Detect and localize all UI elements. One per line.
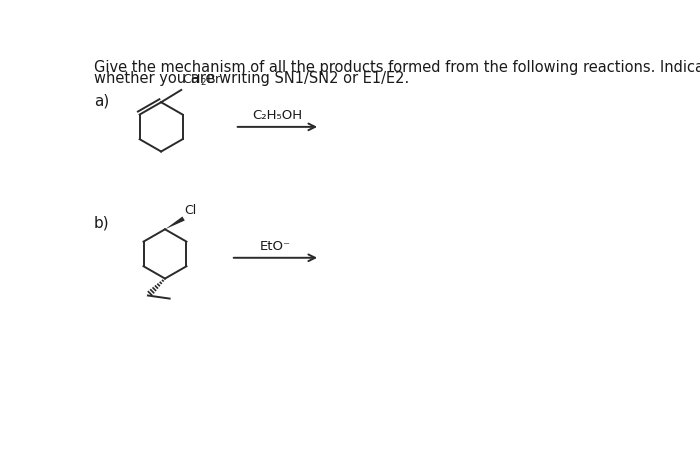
Text: EtO⁻: EtO⁻ <box>260 240 291 253</box>
Text: whether you are writing SN1/SN2 or E1/E2.: whether you are writing SN1/SN2 or E1/E2… <box>94 71 409 85</box>
Text: Cl: Cl <box>184 204 197 217</box>
Polygon shape <box>165 217 185 229</box>
Text: a): a) <box>94 94 109 109</box>
Text: CH$_2$Br: CH$_2$Br <box>182 73 222 88</box>
Text: b): b) <box>94 215 109 230</box>
Text: Give the mechanism of all the products formed from the following reactions. Indi: Give the mechanism of all the products f… <box>94 60 700 75</box>
Text: C₂H₅OH: C₂H₅OH <box>252 109 302 122</box>
